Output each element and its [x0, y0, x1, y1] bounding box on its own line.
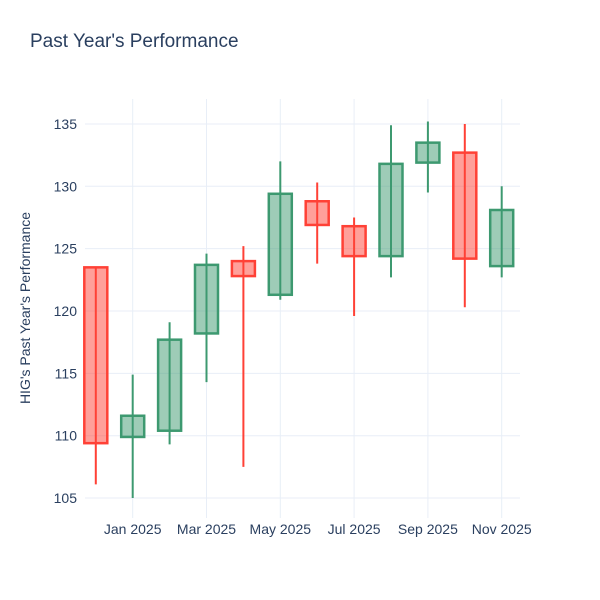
y-tick-label: 130	[54, 178, 78, 194]
x-tick-label: Sep 2025	[398, 521, 458, 537]
candle-body	[341, 224, 367, 258]
x-tick-label: May 2025	[250, 521, 312, 537]
candle-body	[452, 151, 478, 260]
candle-aug-2025	[378, 125, 404, 278]
chart-title: Past Year's Performance	[30, 31, 239, 52]
candle-body	[156, 338, 183, 432]
y-tick-label: 105	[54, 490, 78, 506]
candle-body	[119, 414, 146, 439]
candle-body	[304, 200, 330, 227]
candle-body	[83, 266, 109, 445]
candle-body	[415, 141, 441, 164]
candle-body	[378, 162, 404, 258]
candle-apr-2025	[230, 246, 257, 467]
y-tick-label: 125	[54, 241, 78, 257]
candle-body	[267, 192, 294, 297]
candle-may-2025	[267, 161, 294, 300]
y-tick-label: 120	[54, 303, 78, 319]
candle-body	[488, 208, 515, 268]
y-tick-label: 135	[54, 116, 78, 132]
candle-nov-2025	[488, 186, 515, 278]
candle-jul-2025	[341, 217, 367, 316]
candle-jan-2025	[119, 374, 146, 499]
x-tick-label: Nov 2025	[472, 521, 532, 537]
candle-sep-2025	[415, 121, 441, 193]
candle-body	[193, 263, 220, 335]
x-tick-label: Jan 2025	[104, 521, 162, 537]
candle-dec-2024	[83, 266, 109, 485]
candle-jun-2025	[304, 182, 330, 264]
y-tick-label: 115	[55, 365, 78, 381]
x-tick-label: Mar 2025	[177, 521, 236, 537]
y-tick-label: 110	[55, 428, 78, 444]
candle-oct-2025	[452, 123, 478, 308]
candle-body	[230, 259, 257, 278]
candle-feb-2025	[156, 322, 183, 445]
candle-mar-2025	[193, 253, 220, 383]
candles	[83, 121, 515, 499]
x-tick-label: Jul 2025	[328, 521, 381, 537]
axis-tick-labels: 105 110 115 120 125 130 135 Jan 2025 Mar 2025 May…	[54, 116, 532, 537]
